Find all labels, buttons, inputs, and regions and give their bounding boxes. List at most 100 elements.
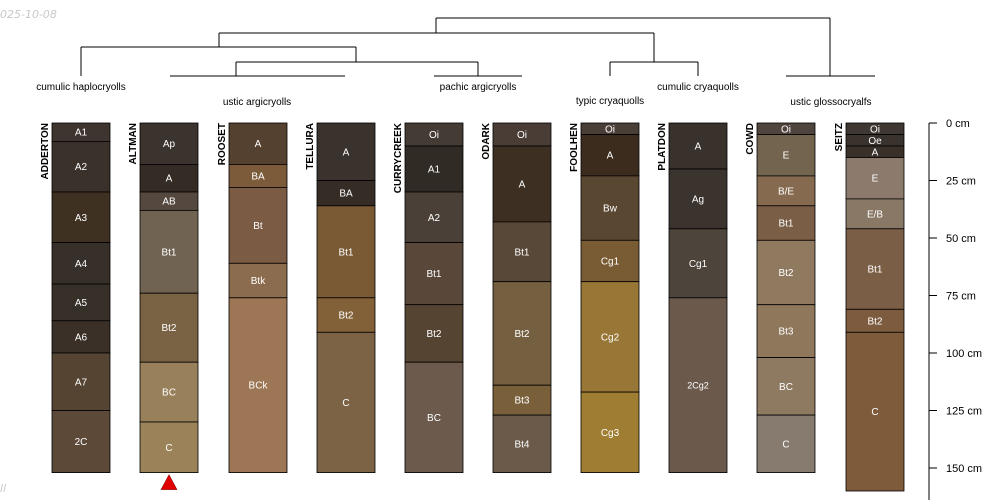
horizon-band <box>756 134 816 177</box>
horizon-label: Bt <box>253 221 263 232</box>
horizon-label: Cg1 <box>601 257 620 268</box>
horizon-label: Oi <box>517 130 527 141</box>
horizon-label: Bw <box>603 204 618 215</box>
horizon-label: Bt1 <box>161 247 176 258</box>
horizon-label: Cg2 <box>601 332 620 343</box>
date-stamp: 025-10-08 <box>0 8 57 21</box>
depth-tick-label: 0 cm <box>946 118 970 130</box>
horizon-label: A <box>519 179 526 190</box>
taxa-labels: cumulic haplocryolls ustic argicryolls p… <box>36 82 871 108</box>
horizon-band <box>51 191 111 243</box>
horizon-band <box>316 180 376 207</box>
horizon-band <box>404 361 464 474</box>
taxon-label: pachic argicryolls <box>440 82 517 93</box>
horizon-band <box>316 205 376 299</box>
horizon-band <box>492 281 552 386</box>
taxon-label: cumulic haplocryolls <box>36 82 125 93</box>
horizon-band <box>668 122 728 170</box>
horizon-label: Cg1 <box>689 259 708 270</box>
horizon-label: A5 <box>75 298 88 309</box>
horizon-band <box>668 297 728 473</box>
depth-tick-label: 50 cm <box>946 233 976 245</box>
horizon-label: Bt3 <box>778 327 793 338</box>
horizon-label: Ap <box>163 139 176 150</box>
horizon-band <box>316 297 376 333</box>
horizon-label: Bt1 <box>867 265 882 276</box>
profile-name: TELLURA <box>305 123 316 170</box>
horizon-label: C <box>342 398 349 409</box>
horizon-label: Bt2 <box>338 311 353 322</box>
horizon-label: E/B <box>867 209 883 220</box>
soil-profiles: ADDERTON A1 A2 A3 A4 A5 A6 A7 2C ALTMAN Ap A AB Bt1 Bt… <box>40 122 905 492</box>
horizon-label: A3 <box>75 213 88 224</box>
horizon-label: Bt2 <box>161 323 176 334</box>
horizon-band <box>139 361 199 423</box>
soil-profile: ALTMAN Ap A AB Bt1 Bt2 BC C <box>128 122 199 490</box>
horizon-band <box>139 421 199 473</box>
horizon-label: Bt1 <box>426 269 441 280</box>
horizon-band <box>756 357 816 416</box>
horizon-band <box>139 163 199 193</box>
horizon-label: 2Cg2 <box>687 381 709 391</box>
warning-marker-icon <box>160 474 178 490</box>
horizon-band <box>139 122 199 165</box>
horizon-band <box>845 331 905 492</box>
horizon-band <box>492 221 552 283</box>
horizon-label: 2C <box>75 437 88 448</box>
horizon-band <box>51 352 111 411</box>
horizon-label: A4 <box>75 259 88 270</box>
horizon-label: A7 <box>75 377 88 388</box>
horizon-label: B/E <box>778 186 794 197</box>
profile-name: FOOLHEN <box>569 123 580 172</box>
horizon-band <box>668 228 728 299</box>
horizon-band <box>756 304 816 359</box>
horizon-label: Bt2 <box>426 329 441 340</box>
horizon-label: A <box>166 174 173 185</box>
horizon-band <box>580 175 640 241</box>
horizon-label: Bt3 <box>514 396 529 407</box>
horizon-label: Bt4 <box>514 439 529 450</box>
soil-profile: CURRYCREEK Oi A1 A2 Bt1 Bt2 BC <box>393 122 464 474</box>
horizon-band <box>756 239 816 306</box>
horizon-label: BC <box>779 382 793 393</box>
depth-tick-label: 125 cm <box>946 406 982 418</box>
taxon-label: ustic argicryolls <box>223 97 291 108</box>
horizon-band <box>228 262 288 299</box>
horizon-label: Ag <box>692 194 704 205</box>
horizon-band <box>404 242 464 306</box>
horizon-band <box>139 292 199 363</box>
horizon-band <box>492 145 552 223</box>
horizon-label: A2 <box>428 213 441 224</box>
horizon-band <box>228 297 288 473</box>
horizon-label: C <box>782 439 789 450</box>
depth-axis: 0 cm 25 cm 50 cm 75 cm 100 cm 125 cm 150 cm <box>928 118 982 500</box>
soil-profile: ADDERTON A1 A2 A3 A4 A5 A6 A7 2C <box>40 122 111 473</box>
horizon-label: AB <box>162 197 176 208</box>
horizon-label: A <box>255 139 262 150</box>
horizon-label: Bt1 <box>514 247 529 258</box>
horizon-band <box>845 157 905 200</box>
footer-mark: ll <box>0 482 7 495</box>
depth-tick-label: 25 cm <box>946 176 976 188</box>
horizon-band <box>580 239 640 283</box>
horizon-label: BCk <box>249 381 269 392</box>
horizon-label: C <box>871 407 878 418</box>
soil-profile: TELLURA A BA Bt1 Bt2 C <box>305 122 376 473</box>
horizon-label: A1 <box>428 165 441 176</box>
profile-name: ODARK <box>481 122 492 159</box>
soil-profile: ODARK Oi A Bt1 Bt2 Bt3 Bt4 <box>481 122 552 474</box>
horizon-label: A6 <box>75 332 88 343</box>
soil-profile: FOOLHEN Oi A Bw Cg1 Cg2 Cg3 <box>569 122 640 474</box>
horizon-label: Oi <box>781 124 791 135</box>
profile-name: ALTMAN <box>128 123 139 164</box>
horizon-band <box>228 186 288 264</box>
horizon-label: Bt1 <box>338 247 353 258</box>
horizon-label: A1 <box>75 128 88 139</box>
horizon-label: Bt2 <box>867 316 882 327</box>
depth-tick-label: 75 cm <box>946 291 976 303</box>
profile-name: ROOSET <box>217 123 228 165</box>
depth-tick-label: 150 cm <box>946 463 982 475</box>
horizon-band <box>404 304 464 363</box>
